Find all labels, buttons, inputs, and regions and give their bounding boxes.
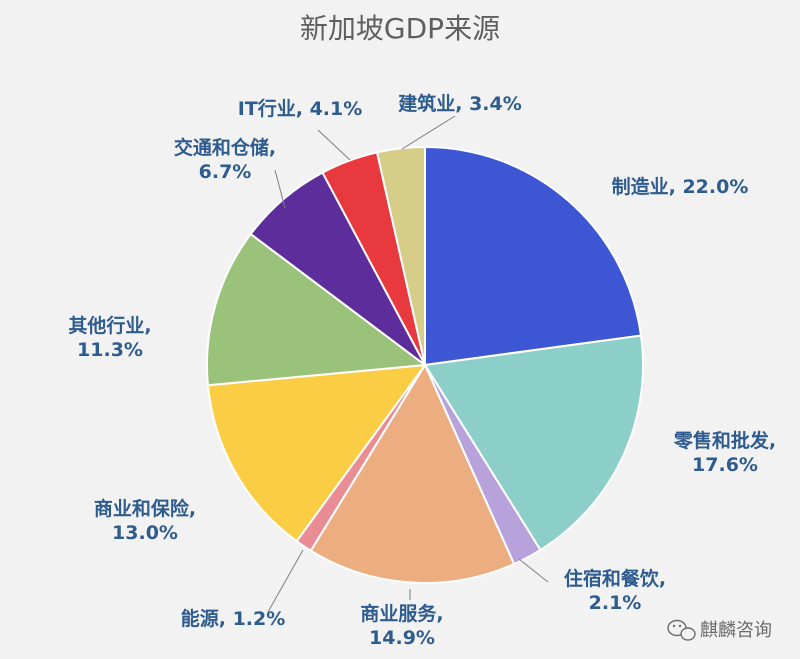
slice-label-9: IT行业, 4.1%	[238, 97, 363, 120]
slice-label-value: 2.1%	[589, 592, 642, 614]
slice-label-8: 交通和仓储, 6.7%	[174, 136, 276, 183]
slice-label-4: 商业服务, 14.9%	[360, 602, 443, 649]
leader-lines	[267, 115, 549, 613]
slice-label-10: 建筑业, 3.4%	[398, 92, 522, 115]
slice-label-5: 能源, 1.2%	[181, 607, 286, 630]
slice-label-1: 制造业, 22.0%	[612, 175, 749, 198]
slice-label-name: 商业和保险,	[94, 497, 196, 520]
slice-label-name: 住宿和餐饮,	[564, 567, 666, 590]
slice-labels: 制造业, 22.0% 零售和批发, 17.6% 住宿和餐饮, 2.1% 商业服务, 14.9…	[68, 92, 776, 649]
chart-title: 新加坡GDP来源	[300, 12, 500, 45]
pie-slice-7	[206, 232, 428, 387]
slice-label-name: 交通和仓储,	[174, 136, 276, 159]
slice-label-value: 6.7%	[199, 161, 252, 183]
watermark: 麒麟咨询	[667, 619, 772, 641]
slice-label-name: 零售和批发,	[673, 429, 776, 452]
pie-slices	[206, 145, 644, 584]
pie-slice-10	[375, 145, 426, 366]
slice-label-2: 零售和批发, 17.6%	[673, 429, 776, 476]
slice-label-value: 17.6%	[692, 454, 758, 476]
pie-slice-6	[206, 363, 428, 543]
pie-slice-1	[424, 145, 643, 367]
slice-label-value: 13.0%	[112, 522, 178, 544]
leader-line-9	[317, 129, 351, 161]
leader-line-10	[401, 115, 456, 150]
slice-label-6: 商业和保险, 13.0%	[94, 497, 196, 544]
slice-label-3: 住宿和餐饮, 2.1%	[564, 567, 666, 614]
wechat-icon	[667, 619, 696, 641]
slice-label-name: 其他行业,	[68, 314, 151, 337]
leader-line-3	[518, 558, 549, 583]
pie-slice-4	[309, 362, 516, 584]
watermark-text: 麒麟咨询	[700, 620, 772, 641]
slice-label-value: 14.9%	[369, 627, 435, 649]
slice-label-name: 商业服务,	[360, 602, 443, 625]
leader-line-5	[267, 549, 304, 613]
slice-label-7: 其他行业, 11.3%	[68, 314, 151, 361]
leader-line-8	[274, 169, 286, 209]
pie-slice-2	[423, 334, 644, 552]
slice-label-value: 11.3%	[77, 339, 143, 361]
